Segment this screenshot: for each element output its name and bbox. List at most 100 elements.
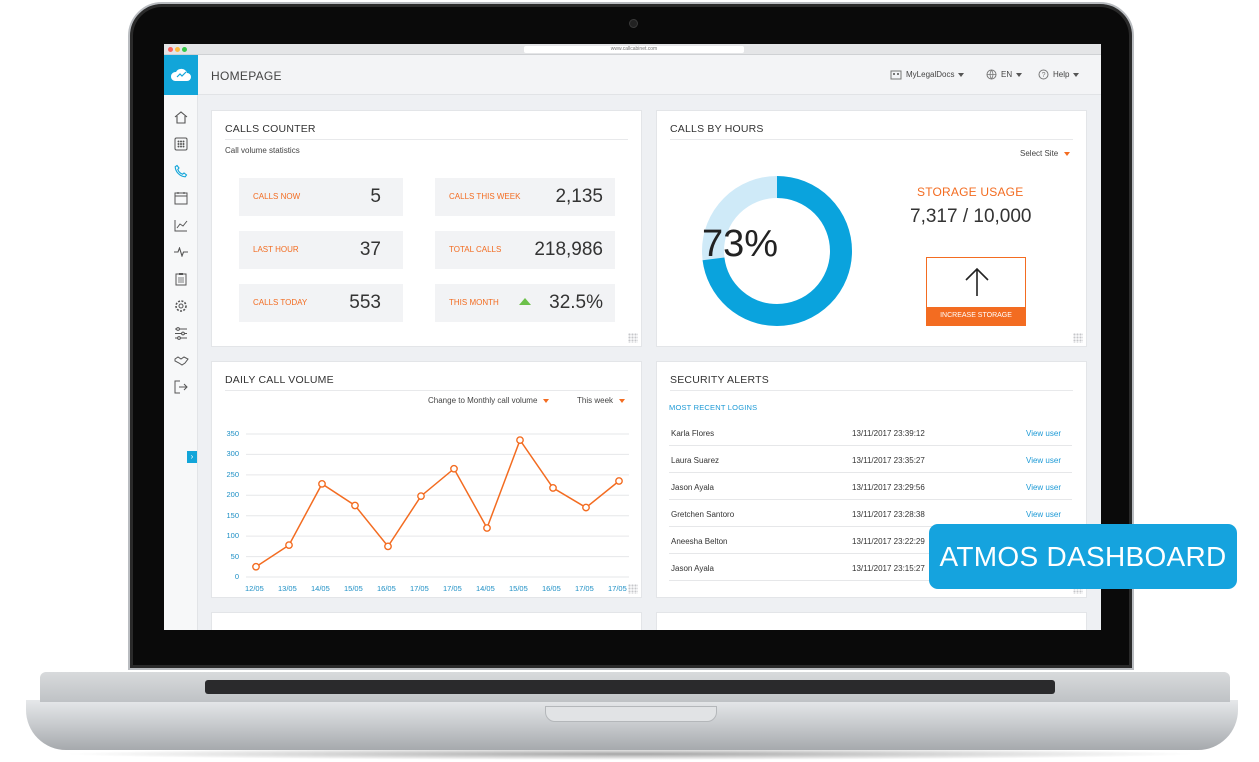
view-user-link[interactable]: View user [1026,429,1061,438]
x-tick-label: 17/05 [608,584,627,593]
chevron-down-icon [1073,72,1080,77]
logout-icon[interactable] [173,379,189,395]
increase-storage-button[interactable]: INCREASE STORAGE [926,257,1026,326]
stat-value: 2,135 [555,186,603,207]
resize-handle[interactable] [1073,333,1083,343]
help-icon: ? [1038,69,1049,80]
x-tick-label: 13/05 [278,584,297,593]
x-tick-label: 14/05 [476,584,495,593]
table-row: Jason Ayala 13/11/2017 23:15:27 [669,554,1072,581]
table-row: Laura Suarez 13/11/2017 23:35:27 View user [669,446,1072,473]
data-point[interactable] [516,436,524,445]
series-line [255,438,620,568]
data-point[interactable] [384,542,392,551]
x-tick-label: 15/05 [509,584,528,593]
cloud-icon [170,68,191,81]
table-row: Aneesha Belton 13/11/2017 23:22:29 [669,527,1072,554]
minimize-dot[interactable] [175,47,180,52]
resize-handle[interactable] [1073,584,1083,594]
storage-usage-label: STORAGE USAGE [917,185,1024,199]
x-tick-label: 17/05 [410,584,429,593]
svg-text:?: ? [1042,72,1046,79]
card-title: CALLS COUNTER [225,123,316,135]
handshake-icon[interactable] [173,352,189,368]
daily-call-volume-card: DAILY CALL VOLUME Change to Monthly call… [211,361,642,598]
table-row: Gretchen Santoro 13/11/2017 23:28:38 View … [669,500,1072,527]
home-icon[interactable] [173,109,189,125]
stat-last-hour: LAST HOUR 37 [239,231,403,269]
data-point[interactable] [252,562,260,571]
divider [670,390,1073,391]
data-point[interactable] [318,479,326,488]
x-tick-label: 16/05 [542,584,561,593]
laptop-keyboard-edge [205,680,1055,694]
trend-up-icon [519,298,531,305]
card-title: DAILY CALL VOLUME [225,374,334,386]
data-point[interactable] [582,503,590,512]
laptop-shadow [60,748,1200,760]
maximize-dot[interactable] [182,47,187,52]
change-monthly-dropdown[interactable]: Change to Monthly call volume [428,396,550,405]
select-site-dropdown[interactable]: Select Site [1020,149,1071,158]
data-point[interactable] [450,464,458,473]
dropdown-label: Select Site [1020,149,1059,158]
storage-donut [702,176,852,326]
expand-sidebar-button[interactable]: › [187,451,197,463]
stat-label: CALLS THIS WEEK [449,192,521,201]
calendar-icon[interactable] [173,190,189,206]
close-dot[interactable] [168,47,173,52]
stat-label: LAST HOUR [253,245,299,254]
next-card-left [211,612,642,630]
language-label: EN [1001,70,1013,79]
sliders-icon[interactable] [173,325,189,341]
clipboard-icon[interactable] [173,271,189,287]
y-tick-label: 50 [230,551,239,561]
data-point[interactable] [483,524,491,532]
stat-label: CALLS TODAY [253,298,308,307]
y-tick-label: 100 [226,531,239,541]
view-user-link[interactable]: View user [1026,456,1061,465]
period-dropdown[interactable]: This week [577,396,626,405]
view-user-link[interactable]: View user [1026,483,1061,492]
pulse-icon[interactable] [173,244,189,260]
view-user-link[interactable]: View user [1026,510,1061,519]
data-point[interactable] [549,484,557,492]
stat-value: 5 [370,186,381,207]
line-chart-icon[interactable] [173,217,189,233]
dialpad-icon[interactable] [173,136,189,152]
data-point[interactable] [417,492,425,501]
chevron-down-icon [1016,72,1023,77]
language-menu[interactable]: EN [986,69,1023,80]
resize-handle[interactable] [628,333,638,343]
help-menu[interactable]: ? Help [1038,69,1080,80]
table-row: Karla Flores 13/11/2017 23:39:12 View user [669,419,1072,446]
gear-icon[interactable] [173,298,189,314]
card-subtitle: Call volume statistics [225,146,300,155]
donut-fill [702,176,852,326]
data-point[interactable] [285,541,293,550]
login-time: 13/11/2017 23:39:12 [852,429,925,438]
login-time: 13/11/2017 23:28:38 [852,510,925,519]
stat-this-month: THIS MONTH 32.5% [435,284,615,322]
logo[interactable] [164,55,198,95]
dropdown-label: Change to Monthly call volume [428,396,538,405]
data-point[interactable] [615,477,623,485]
x-tick-label: 17/05 [443,584,462,593]
stat-label: TOTAL CALLS [449,245,502,254]
stat-label: THIS MONTH [449,298,499,307]
address-bar[interactable]: www.callcabinet.com [524,46,744,53]
phone-icon[interactable] [173,163,189,179]
divider [670,139,1073,140]
y-tick-label: 250 [226,469,239,479]
page-title: HOMEPAGE [211,69,282,83]
y-tick-label: 300 [226,449,239,459]
resize-handle[interactable] [628,584,638,594]
account-menu[interactable]: MyLegalDocs [890,69,965,80]
login-time: 13/11/2017 23:29:56 [852,483,925,492]
data-point[interactable] [351,501,359,510]
y-tick-label: 150 [226,510,239,520]
stat-calls-now: CALLS NOW 5 [239,178,403,216]
stat-label: CALLS NOW [253,192,301,201]
webcam [629,19,638,28]
building-icon [890,70,902,80]
